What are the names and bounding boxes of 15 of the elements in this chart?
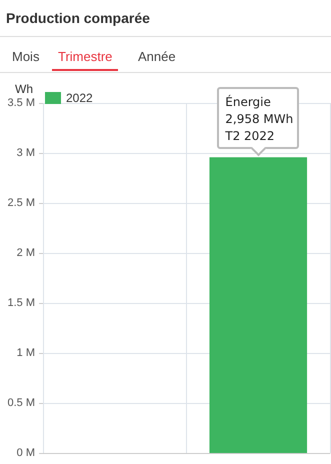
y-tick-label: 3.5 M	[7, 97, 35, 109]
y-axis-title: Wh	[15, 82, 33, 96]
legend-label: 2022	[66, 91, 94, 105]
y-tick-label: 2 M	[16, 247, 35, 259]
y-tick-label: 1.5 M	[7, 297, 35, 309]
y-tick-label: 2.5 M	[7, 197, 35, 209]
y-tick-label: 1 M	[16, 347, 35, 359]
text: Trimestre	[52, 49, 118, 71]
y-tick-label: 0 M	[16, 447, 35, 459]
chart-title: Production comparée	[0, 0, 331, 37]
y-tick-label: 0.5 M	[7, 397, 35, 409]
text: Année	[138, 49, 176, 66]
text: Mois	[12, 49, 40, 66]
y-tick-label: 3 M	[16, 147, 35, 159]
annotation: Énergie 2,958 MWh T2 2022	[217, 87, 300, 150]
